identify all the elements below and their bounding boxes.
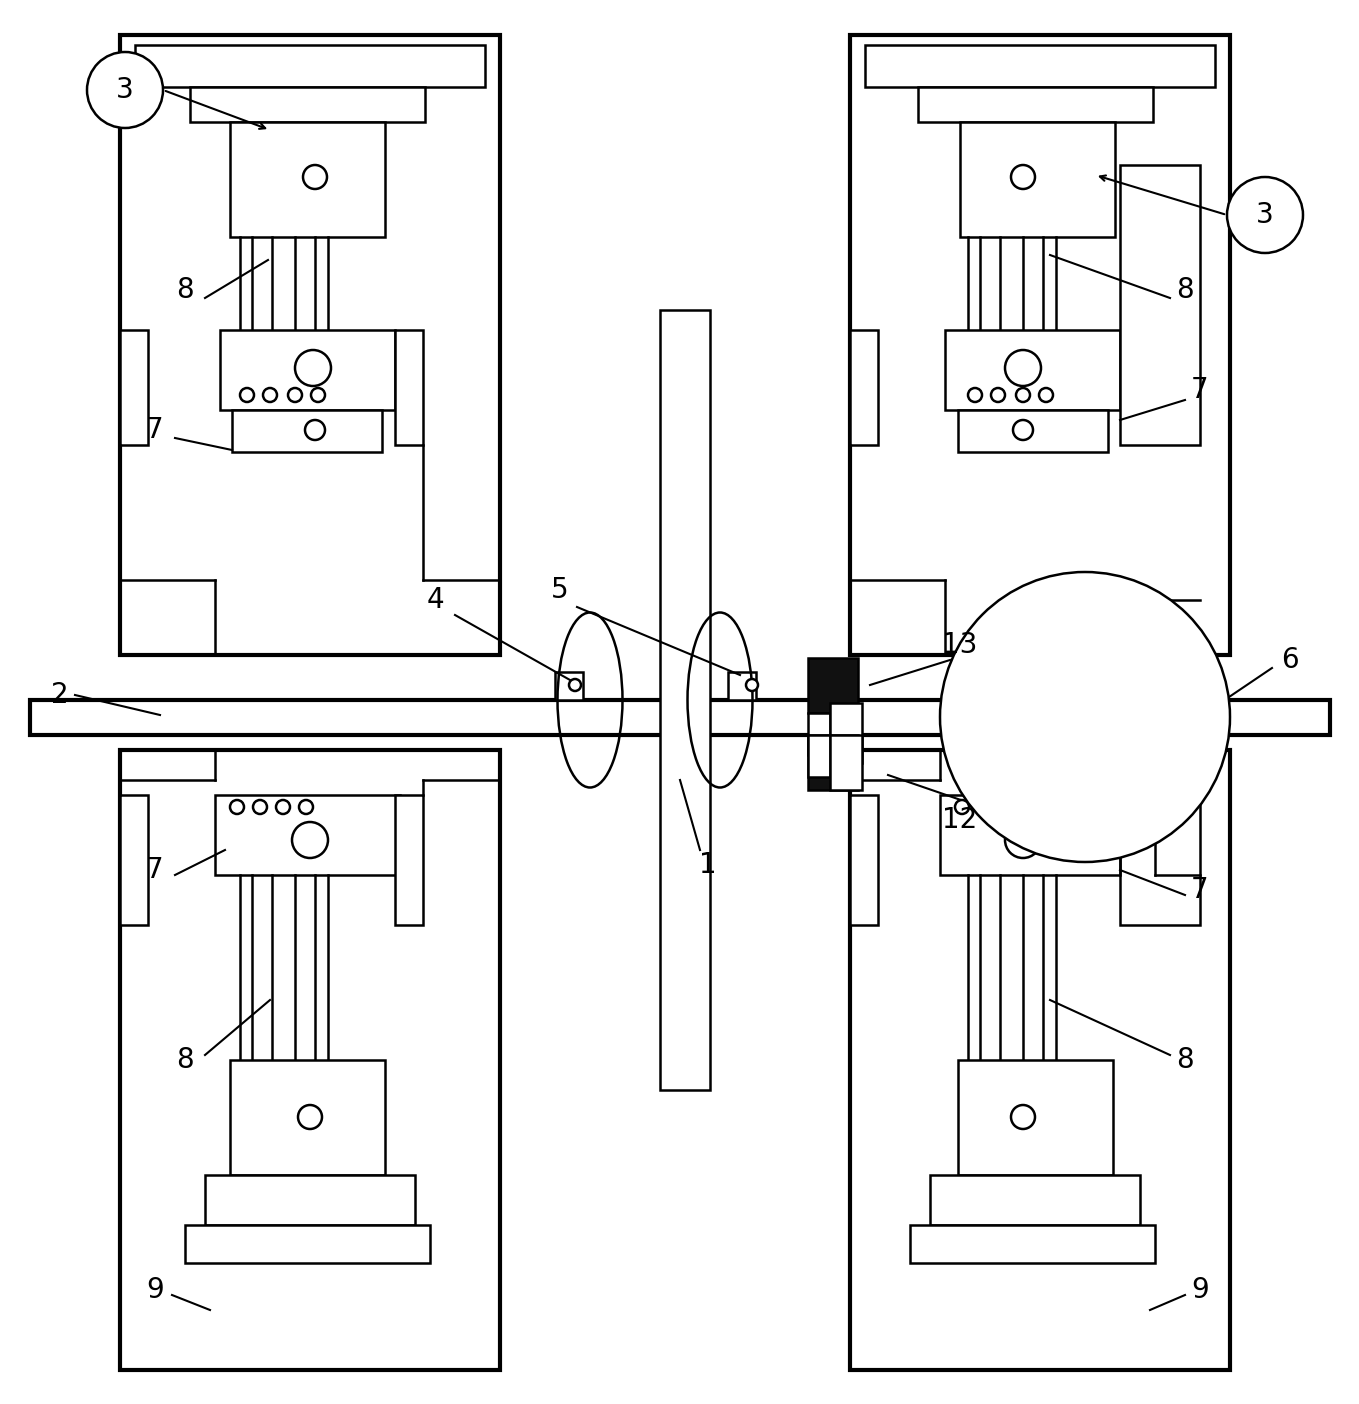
Circle shape (1040, 388, 1053, 402)
Circle shape (955, 800, 969, 814)
Circle shape (299, 800, 313, 814)
Bar (120, 795, 148, 925)
Circle shape (87, 52, 163, 128)
Bar (830, 736, 862, 790)
Bar (930, 1175, 1140, 1226)
Circle shape (569, 680, 582, 691)
Bar (30, 701, 1330, 736)
Text: 5: 5 (552, 576, 569, 604)
Text: 3: 3 (1256, 201, 1273, 229)
Text: 2: 2 (52, 681, 69, 709)
Circle shape (1023, 800, 1038, 814)
Bar (205, 1175, 414, 1226)
Bar (958, 410, 1108, 452)
Circle shape (1012, 420, 1033, 439)
Bar (940, 795, 1125, 875)
Circle shape (1002, 800, 1015, 814)
Circle shape (968, 388, 983, 402)
Bar (1090, 746, 1155, 830)
Bar (830, 703, 862, 762)
Circle shape (1011, 166, 1036, 190)
Bar (120, 35, 500, 656)
Bar (120, 330, 148, 445)
Text: 7: 7 (147, 856, 164, 885)
Circle shape (304, 420, 325, 439)
Text: 7: 7 (147, 416, 164, 444)
Bar (230, 122, 385, 237)
Bar (911, 1226, 1155, 1264)
Bar (232, 410, 382, 452)
Bar (849, 330, 878, 445)
Bar (917, 87, 1152, 122)
Circle shape (253, 800, 266, 814)
Bar (945, 330, 1120, 410)
Bar (809, 736, 858, 790)
Circle shape (288, 388, 302, 402)
Bar (959, 122, 1114, 237)
Text: 8: 8 (1176, 277, 1193, 305)
Circle shape (241, 388, 254, 402)
Bar (135, 45, 485, 87)
Circle shape (940, 571, 1230, 862)
Circle shape (1006, 350, 1041, 386)
Bar (809, 658, 858, 713)
Bar (220, 330, 395, 410)
Text: 3: 3 (116, 76, 135, 104)
Bar (215, 795, 400, 875)
Circle shape (230, 800, 245, 814)
Circle shape (746, 680, 758, 691)
Bar (849, 35, 1230, 656)
Circle shape (991, 388, 1006, 402)
Text: 8: 8 (1176, 1046, 1193, 1074)
Text: 4: 4 (427, 585, 444, 614)
Bar (849, 750, 1230, 1370)
Bar (120, 750, 500, 1370)
Bar (230, 1060, 385, 1175)
Text: 9: 9 (147, 1276, 164, 1304)
Bar (728, 673, 756, 701)
Bar (958, 1060, 1113, 1175)
Circle shape (311, 388, 325, 402)
Circle shape (1011, 1105, 1036, 1129)
Text: 1: 1 (699, 851, 716, 879)
Text: 7: 7 (1192, 376, 1208, 404)
Bar (1120, 630, 1200, 925)
Circle shape (295, 350, 332, 386)
Circle shape (264, 388, 277, 402)
Bar (395, 795, 423, 925)
Bar (190, 87, 425, 122)
Text: 12: 12 (942, 806, 977, 834)
Circle shape (276, 800, 289, 814)
Circle shape (298, 1105, 322, 1129)
Text: 9: 9 (1190, 1276, 1210, 1304)
Bar (809, 736, 830, 776)
Circle shape (978, 800, 992, 814)
Text: 8: 8 (177, 277, 194, 305)
Bar (849, 795, 878, 925)
Bar (809, 713, 830, 755)
Text: 7: 7 (1192, 876, 1208, 904)
Circle shape (303, 166, 328, 190)
Circle shape (292, 821, 328, 858)
Bar (660, 310, 709, 1090)
Bar (864, 45, 1215, 87)
Circle shape (1227, 177, 1303, 253)
Bar (185, 1226, 429, 1264)
Text: 13: 13 (942, 630, 977, 658)
Bar (395, 330, 423, 445)
Bar (1090, 656, 1155, 740)
Text: 6: 6 (1282, 646, 1299, 674)
Circle shape (1006, 821, 1041, 858)
Text: 8: 8 (177, 1046, 194, 1074)
Bar (554, 673, 583, 701)
Circle shape (1017, 388, 1030, 402)
Bar (1120, 166, 1200, 445)
